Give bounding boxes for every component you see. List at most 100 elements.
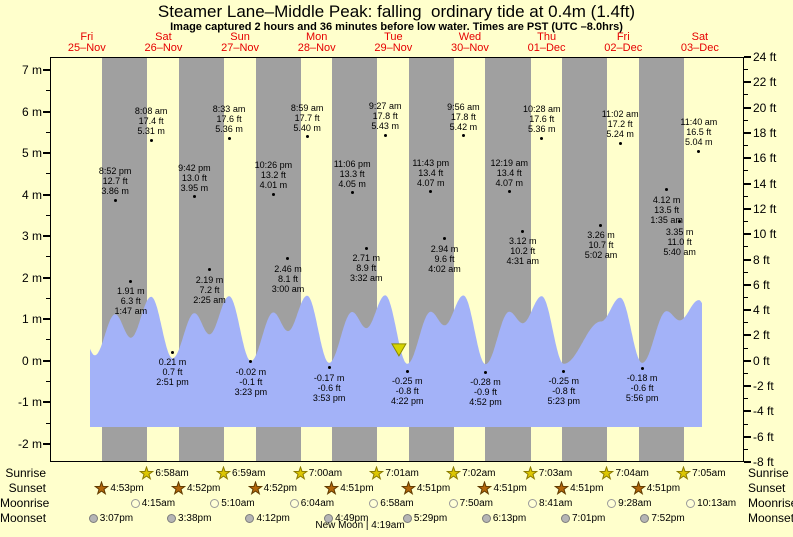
astro-event-sunset: 4:51pm xyxy=(477,481,527,496)
astro-time-label: 5:10am xyxy=(221,498,255,509)
page-title: Steamer Lane–Middle Peak: falling ordina… xyxy=(157,2,636,21)
left-axis-minor-tick xyxy=(46,381,50,382)
right-axis-tick xyxy=(744,258,751,261)
sunrise-star-icon xyxy=(139,466,155,480)
astro-event-sunset: 4:52pm xyxy=(247,481,297,496)
astro-time-label: 6:13pm xyxy=(492,513,527,524)
tide-dot xyxy=(350,191,354,195)
high-tide-annotation: 9:42 pm 13.0 ft 3.95 m xyxy=(178,162,211,193)
astro-time-label: 6:04am xyxy=(300,498,335,509)
sunset-star-icon xyxy=(477,481,493,495)
tide-dot xyxy=(562,369,566,373)
astro-time-label: 4:51pm xyxy=(340,483,374,494)
astro-event-sunset: 4:53pm xyxy=(94,481,144,496)
moonset-circle-icon xyxy=(245,514,255,523)
sunset-star-icon xyxy=(94,481,110,495)
right-axis-tick-label: 6 ft xyxy=(753,277,770,292)
moonset-circle-icon xyxy=(402,514,412,523)
right-axis-tick xyxy=(744,207,751,210)
astro-event-moonrise: 8:41am xyxy=(528,496,572,511)
right-axis-tick xyxy=(744,309,751,312)
sunrise-star-icon xyxy=(292,466,308,480)
astro-event-sunset: 4:51pm xyxy=(324,481,374,496)
astro-time-label: 7:50am xyxy=(459,498,494,509)
astro-event-moonset: 6:13pm xyxy=(481,511,527,526)
left-axis-tick xyxy=(43,318,50,321)
astro-time-label: 4:51pm xyxy=(416,483,451,494)
high-tide-annotation: 10:26 pm 13.2 ft 4.01 m xyxy=(254,160,293,191)
high-tide-annotation: 11:43 pm 13.4 ft 4.07 m xyxy=(412,157,450,188)
low-tide-annotation: -0.17 m -0.6 ft 3:53 pm xyxy=(312,372,346,403)
astro-event-moonset: 3:38pm xyxy=(167,511,211,526)
right-axis-minor-tick xyxy=(744,170,748,172)
moonrise-circle-icon xyxy=(448,499,458,508)
high-tide-annotation: 12:19 am 13.4 ft 4.07 m xyxy=(490,157,529,188)
astro-time-label: 4:51pm xyxy=(570,483,604,494)
sunrise-star-icon xyxy=(216,466,232,480)
astro-row-label-moonset: Moonset xyxy=(0,511,47,525)
right-axis-tick xyxy=(744,385,751,388)
left-axis-tick-label: 4 m xyxy=(21,187,42,202)
moonrise-circle-icon xyxy=(369,499,379,508)
right-axis-tick-label: -4 ft xyxy=(753,404,774,419)
sunset-star-icon xyxy=(554,481,570,495)
left-axis-tick xyxy=(43,401,50,404)
moonrise-circle-icon xyxy=(528,499,538,508)
astro-event-moonset: 4:12pm xyxy=(245,511,290,526)
tide-dot xyxy=(364,246,368,250)
astro-row-label-moonrise: Moonrise xyxy=(0,496,50,510)
left-axis-tick-label: 2 m xyxy=(21,270,42,285)
low-tide-annotation: 2.19 m 7.2 ft 2:25 am xyxy=(193,274,226,305)
astro-event-moonset: 7:01pm xyxy=(561,511,605,526)
astro-time-label: 7:04am xyxy=(615,468,649,479)
left-axis-minor-tick xyxy=(46,339,50,341)
high-tide-annotation: 10:28 am 17.6 ft 5.36 m xyxy=(522,104,561,135)
astro-time-label: 4:52pm xyxy=(263,483,297,494)
astro-event-moonrise: 9:28am xyxy=(607,496,652,511)
sunset-star-icon xyxy=(400,481,416,495)
tide-dot xyxy=(429,190,433,194)
astro-time-label: 4:52pm xyxy=(186,483,221,494)
left-axis-tick-label: 6 m xyxy=(21,104,42,119)
low-tide-annotation: 2.71 m 8.9 ft 3:32 am xyxy=(350,253,383,284)
left-axis-tick xyxy=(43,193,50,196)
astro-event-sunrise: 7:03am xyxy=(522,466,572,481)
left-axis-tick xyxy=(43,152,50,155)
right-axis-tick-label: 0 ft xyxy=(753,353,770,368)
sunrise-star-icon xyxy=(369,466,385,480)
left-axis-tick-label: 3 m xyxy=(21,229,42,244)
astro-time-label: 7:05am xyxy=(692,468,726,479)
astro-row-label-moonset: Moonset xyxy=(748,511,793,525)
tide-dot xyxy=(192,195,196,199)
astro-event-sunset: 4:51pm xyxy=(630,481,680,496)
tide-dot xyxy=(113,198,117,202)
right-axis-tick-label: 4 ft xyxy=(753,303,770,318)
high-tide-annotation: 11:06 pm 13.3 ft 4.05 m xyxy=(333,158,371,189)
new-moon-footnote: New Moon | 4:19am xyxy=(315,520,405,531)
astro-row-label-sunrise: Sunrise xyxy=(748,466,789,480)
low-tide-annotation: 2.46 m 8.1 ft 3:00 am xyxy=(271,263,305,294)
astro-event-sunrise: 7:04am xyxy=(599,466,649,481)
left-axis-minor-tick xyxy=(46,297,50,299)
right-axis-minor-tick xyxy=(744,271,748,273)
chart-subtitle: Image captured 2 hours and 36 minutes be… xyxy=(170,21,623,33)
astro-row-label-sunset: Sunset xyxy=(748,481,786,495)
right-axis-tick-label: 16 ft xyxy=(753,151,777,166)
low-tide-annotation: -0.18 m -0.6 ft 5:56 pm xyxy=(625,373,659,404)
right-axis-minor-tick xyxy=(744,398,748,400)
left-axis-tick xyxy=(43,69,50,72)
sunrise-star-icon xyxy=(676,466,692,480)
day-label: Fri 25–Nov xyxy=(67,31,106,54)
day-label: Mon 28–Nov xyxy=(297,31,336,54)
right-axis-tick xyxy=(744,106,751,109)
astro-event-moonset: 3:07pm xyxy=(88,511,133,526)
moonrise-circle-icon xyxy=(130,499,140,508)
sunrise-star-icon xyxy=(522,466,538,480)
right-axis-minor-tick xyxy=(744,145,748,147)
astro-time-label: 4:49pm xyxy=(335,513,369,524)
left-axis-tick xyxy=(43,110,50,113)
low-tide-annotation: -0.25 m -0.8 ft 5:23 pm xyxy=(547,376,581,407)
astro-event-sunrise: 7:01am xyxy=(369,466,419,481)
astro-event-sunrise: 7:00am xyxy=(292,466,342,481)
astro-time-label: 6:58am xyxy=(155,468,189,479)
